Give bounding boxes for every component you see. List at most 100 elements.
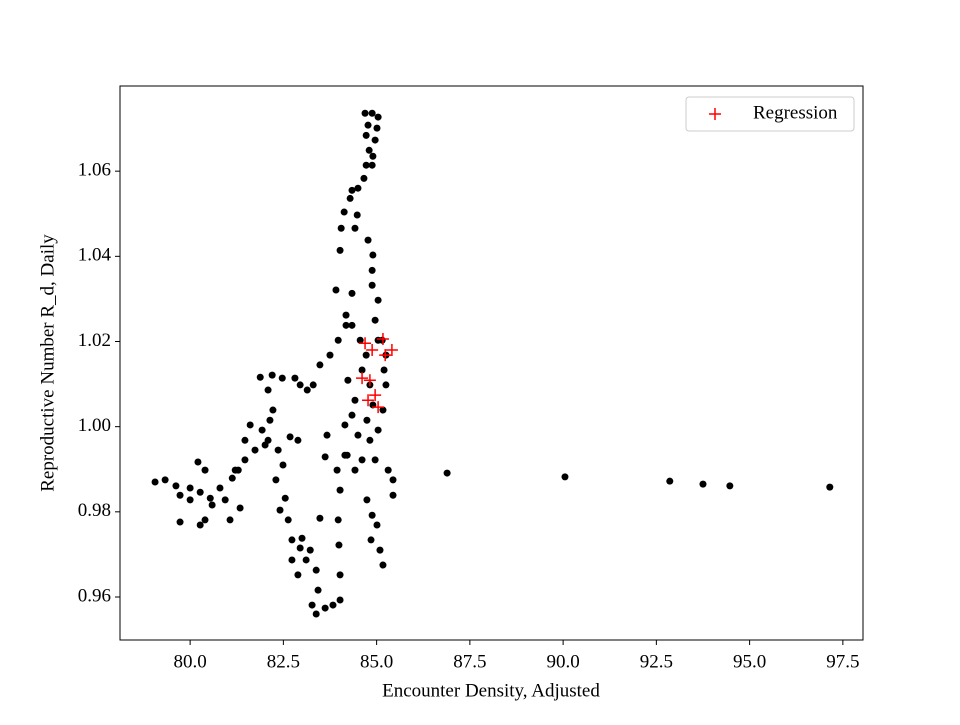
data-point bbox=[344, 376, 352, 384]
y-tick-label: 1.06 bbox=[78, 160, 111, 181]
data-point bbox=[371, 316, 379, 324]
data-point bbox=[294, 571, 302, 579]
regression-point bbox=[363, 374, 376, 387]
data-point bbox=[354, 184, 362, 192]
data-point bbox=[699, 480, 707, 488]
data-point bbox=[365, 146, 373, 154]
y-tick-label: 0.96 bbox=[78, 585, 111, 606]
data-point bbox=[266, 416, 274, 424]
data-point bbox=[288, 536, 296, 544]
data-point bbox=[241, 436, 249, 444]
legend-marker bbox=[709, 108, 721, 120]
data-point bbox=[221, 496, 229, 504]
data-point bbox=[309, 381, 317, 389]
data-point bbox=[826, 483, 834, 491]
data-point bbox=[161, 476, 169, 484]
regression-point bbox=[366, 344, 379, 357]
regression-point bbox=[359, 337, 372, 350]
data-point bbox=[216, 484, 224, 492]
data-point bbox=[228, 474, 236, 482]
data-point bbox=[334, 516, 342, 524]
data-point bbox=[369, 251, 377, 259]
data-point bbox=[296, 544, 304, 552]
data-point bbox=[256, 373, 264, 381]
data-point bbox=[364, 236, 372, 244]
data-point bbox=[561, 473, 569, 481]
data-point bbox=[302, 556, 310, 564]
data-point bbox=[376, 546, 384, 554]
data-point bbox=[176, 518, 184, 526]
data-point bbox=[258, 426, 266, 434]
data-point bbox=[236, 504, 244, 512]
data-point bbox=[348, 411, 356, 419]
data-point bbox=[358, 366, 366, 374]
data-point bbox=[374, 426, 382, 434]
data-point bbox=[298, 534, 306, 542]
data-point bbox=[373, 521, 381, 529]
regression-point bbox=[385, 344, 398, 357]
data-point bbox=[374, 113, 382, 121]
data-point bbox=[362, 131, 370, 139]
data-point bbox=[443, 469, 451, 477]
data-point bbox=[261, 441, 269, 449]
data-point bbox=[268, 371, 276, 379]
data-point bbox=[231, 466, 239, 474]
x-tick-label: 92.5 bbox=[640, 651, 673, 672]
data-point bbox=[316, 514, 324, 522]
data-point bbox=[272, 476, 280, 484]
data-point bbox=[368, 161, 376, 169]
data-point bbox=[379, 406, 387, 414]
data-point bbox=[172, 482, 180, 490]
data-point bbox=[363, 496, 371, 504]
data-point bbox=[286, 433, 294, 441]
data-point bbox=[279, 461, 287, 469]
data-point bbox=[342, 321, 350, 329]
data-point bbox=[251, 446, 259, 454]
data-point bbox=[208, 501, 216, 509]
x-tick-label: 82.5 bbox=[267, 651, 300, 672]
data-point bbox=[326, 351, 334, 359]
data-point bbox=[303, 386, 311, 394]
x-tick-label: 85.0 bbox=[360, 651, 393, 672]
data-point bbox=[206, 494, 214, 502]
data-point bbox=[335, 541, 343, 549]
data-point bbox=[346, 194, 354, 202]
data-point bbox=[362, 351, 370, 359]
data-point bbox=[329, 601, 337, 609]
data-point bbox=[288, 556, 296, 564]
data-point bbox=[176, 491, 184, 499]
data-point bbox=[186, 484, 194, 492]
data-point bbox=[368, 109, 376, 117]
data-point bbox=[314, 586, 322, 594]
data-point bbox=[360, 174, 368, 182]
y-tick-label: 0.98 bbox=[78, 500, 111, 521]
data-point bbox=[726, 482, 734, 490]
regression-point bbox=[362, 394, 375, 407]
regression-point bbox=[369, 389, 382, 402]
y-tick-label: 1.02 bbox=[78, 330, 111, 351]
x-tick-label: 90.0 bbox=[546, 651, 579, 672]
data-point bbox=[336, 596, 344, 604]
data-point bbox=[380, 366, 388, 374]
data-point bbox=[348, 321, 356, 329]
data-point bbox=[284, 516, 292, 524]
data-point bbox=[348, 289, 356, 297]
data-point bbox=[340, 208, 348, 216]
data-point bbox=[368, 266, 376, 274]
data-point bbox=[336, 486, 344, 494]
data-point bbox=[196, 488, 204, 496]
data-point bbox=[312, 566, 320, 574]
data-point bbox=[369, 152, 377, 160]
data-point bbox=[348, 186, 356, 194]
data-point bbox=[296, 381, 304, 389]
data-point bbox=[384, 466, 392, 474]
data-point bbox=[321, 453, 329, 461]
data-point bbox=[186, 496, 194, 504]
data-point bbox=[362, 161, 370, 169]
data-point bbox=[351, 224, 359, 232]
data-point bbox=[278, 374, 286, 382]
data-point bbox=[264, 386, 272, 394]
data-point bbox=[382, 381, 390, 389]
data-point bbox=[389, 491, 397, 499]
data-point bbox=[321, 604, 329, 612]
